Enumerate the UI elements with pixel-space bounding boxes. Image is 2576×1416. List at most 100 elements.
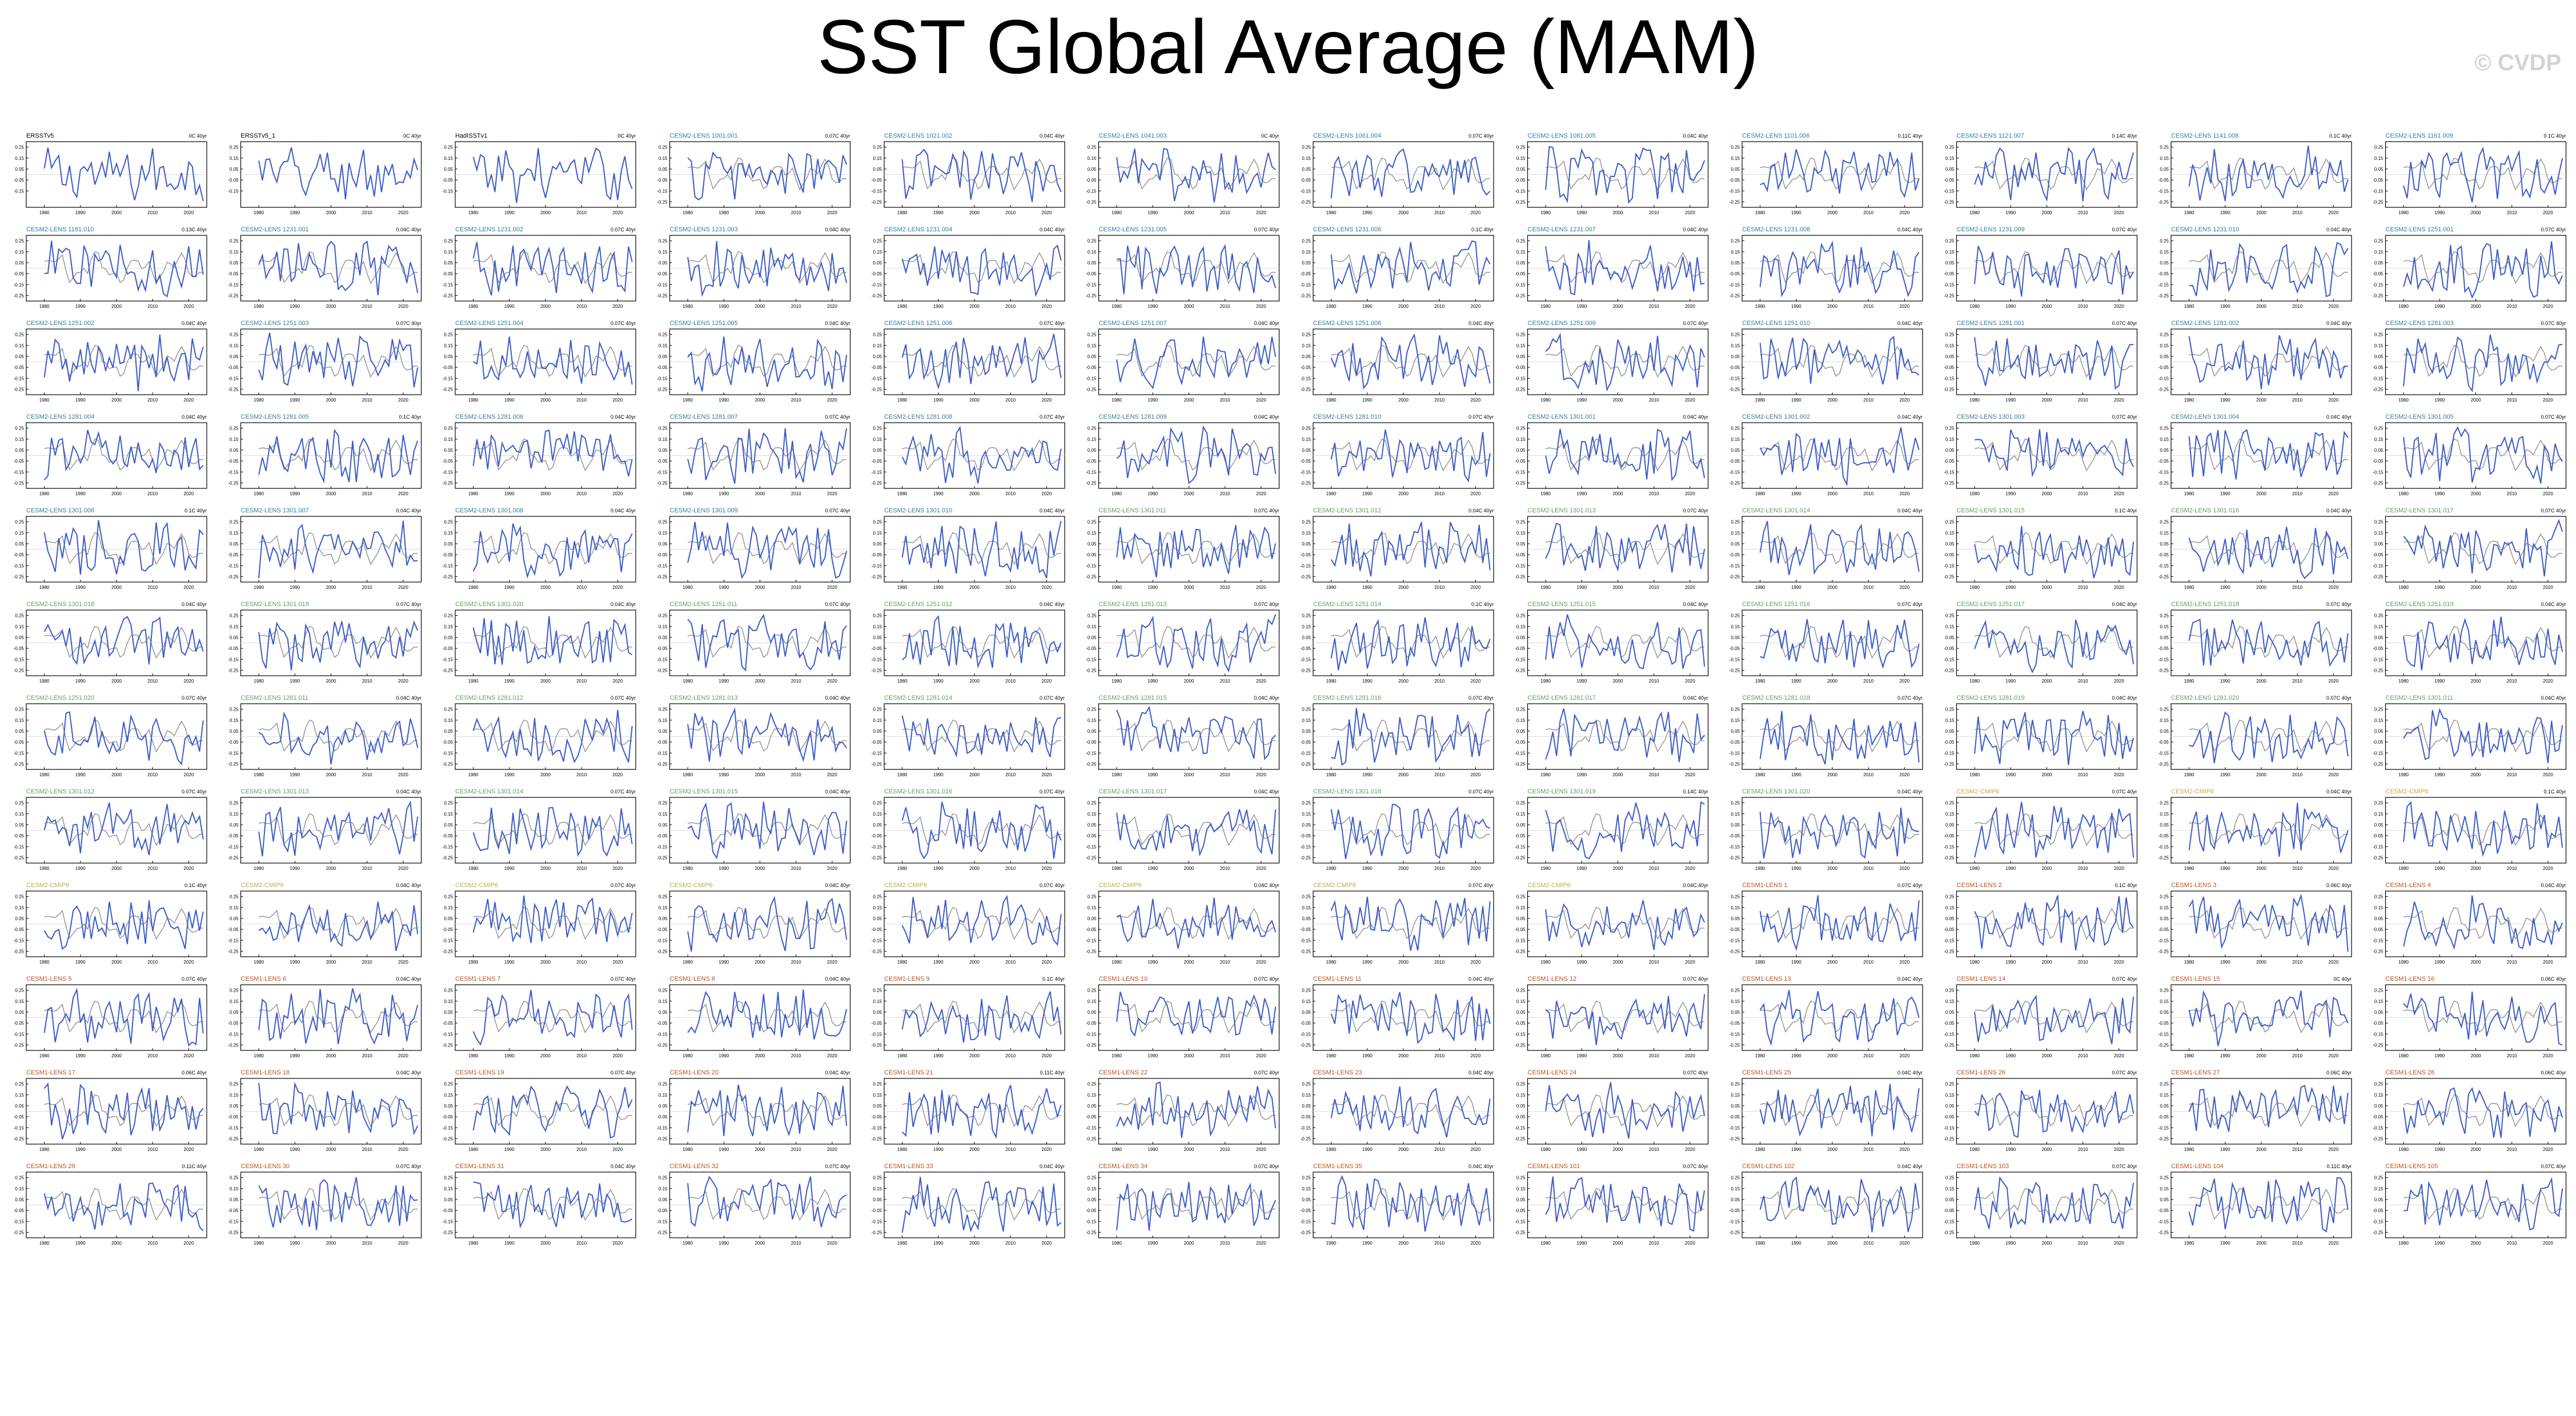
x-tick-label: 2020 — [2329, 772, 2339, 777]
y-tick-label: 0.15 — [659, 905, 668, 910]
panel: CESM1-LENS 105 0.07C 40yr0.250.150.05-0.0… — [2373, 1163, 2567, 1246]
ensemble-mean-line — [1760, 1000, 1919, 1034]
x-tick-label: 1990 — [1147, 1147, 1158, 1152]
x-tick-label: 2020 — [1256, 304, 1266, 309]
panel-trend-label: 0.04C 40yr — [825, 227, 850, 232]
y-tick-label: 0.25 — [659, 613, 668, 619]
y-tick-label: -0.05 — [872, 740, 882, 745]
x-tick-label: 2020 — [2114, 210, 2124, 215]
panel: CESM1-LENS 17 0.06C 40yr0.250.150.05-0.05… — [14, 1069, 207, 1152]
x-tick-label: 1980 — [683, 304, 693, 309]
x-tick-label: 2020 — [1256, 960, 1266, 965]
x-tick-label: 2010 — [2507, 398, 2517, 403]
y-tick-label: 0.05 — [1516, 1197, 1526, 1202]
y-tick-label: -0.25 — [1730, 199, 1740, 204]
x-tick-label: 2000 — [1827, 398, 1837, 403]
panel: CESM2-LENS 1301.014 0.04C 40yr0.250.150.0… — [1730, 507, 1923, 590]
x-tick-label: 1980 — [1540, 1147, 1551, 1152]
x-tick-label: 1980 — [1326, 304, 1337, 309]
x-tick-label: 2000 — [326, 585, 336, 590]
panel: CESM2-CMIP6 0.07C 40yr0.250.150.05-0.05-0… — [872, 882, 1065, 965]
x-tick-label: 2020 — [2543, 210, 2553, 215]
y-tick-label: 0.05 — [1302, 1104, 1311, 1109]
x-tick-label: 2000 — [111, 679, 122, 684]
y-tick-label: -0.15 — [2373, 1125, 2384, 1130]
ensemble-mean-line — [687, 813, 847, 847]
x-tick-label: 1980 — [468, 679, 479, 684]
y-tick-label: -0.25 — [2158, 855, 2169, 860]
y-tick-label: -0.05 — [872, 459, 882, 464]
y-tick-label: 0.05 — [15, 1104, 24, 1109]
y-tick-label: -0.05 — [1301, 271, 1311, 276]
y-tick-label: 0.25 — [15, 1082, 24, 1087]
y-tick-label: -0.05 — [657, 1208, 668, 1213]
panel: CESM2-LENS 1231.003 0.04C 40yr0.250.150.0… — [657, 226, 851, 309]
panel-trend-label: 0.04C 40yr — [825, 1070, 850, 1076]
x-tick-label: 2010 — [576, 398, 587, 403]
panel-title: ERSSTv5_1 — [241, 133, 276, 139]
ensemble-mean-line — [2403, 438, 2563, 472]
x-tick-label: 1980 — [39, 585, 50, 590]
y-tick-label: 0.25 — [444, 707, 453, 712]
y-tick-label: -0.25 — [657, 199, 668, 204]
panel-trend-label: 0.04C 40yr — [611, 1164, 636, 1169]
y-tick-label: -0.05 — [1730, 178, 1740, 183]
panel-title: CESM2-LENS 1281.008 — [884, 414, 952, 420]
y-tick-label: 0.25 — [444, 332, 453, 338]
y-tick-label: -0.05 — [1301, 927, 1311, 932]
member-series-line — [2403, 895, 2563, 950]
panel-trend-label: 0.07C 40yr — [1897, 601, 1923, 607]
member-series-line — [687, 151, 848, 200]
x-tick-label: 2000 — [1398, 679, 1409, 684]
y-tick-label: -0.15 — [1086, 657, 1097, 662]
panel: CESM2-LENS 1281.008 0.07C 40yr0.250.150.0… — [872, 414, 1065, 496]
x-tick-label: 2010 — [2507, 1241, 2517, 1246]
x-tick-label: 2000 — [2256, 1053, 2266, 1058]
y-tick-label: -0.05 — [1301, 1208, 1311, 1213]
y-tick-label: 0.15 — [1731, 1186, 1740, 1192]
x-tick-label: 2020 — [184, 304, 194, 309]
x-tick-label: 2010 — [1649, 1147, 1659, 1152]
panel-trend-label: 0C 40yr — [1261, 133, 1279, 139]
y-tick-label: 0.25 — [1945, 988, 1955, 993]
x-tick-label: 1990 — [2005, 1053, 2016, 1058]
y-tick-label: 0.25 — [1302, 426, 1311, 431]
panel-trend-label: 0.04C 40yr — [1897, 227, 1923, 232]
panel-title: CESM2-LENS 1301.008 — [455, 507, 523, 514]
y-tick-label: 0.05 — [659, 448, 668, 453]
x-tick-label: 1980 — [897, 398, 908, 403]
y-tick-label: -0.15 — [2158, 751, 2169, 756]
y-tick-label: -0.05 — [2373, 178, 2384, 183]
y-tick-label: -0.15 — [657, 563, 668, 568]
y-tick-label: 0.15 — [1516, 343, 1526, 348]
x-tick-label: 2000 — [2042, 772, 2052, 777]
member-series-line — [1330, 896, 1491, 951]
x-tick-label: 2000 — [1827, 960, 1837, 965]
y-tick-label: 0.05 — [2374, 1197, 2384, 1202]
y-tick-label: -0.25 — [2373, 668, 2384, 673]
y-tick-label: -0.15 — [2158, 1032, 2169, 1037]
x-tick-label: 2010 — [147, 491, 158, 496]
x-tick-label: 1980 — [1755, 304, 1766, 309]
panel: CESM2-LENS 1281.018 0.07C 40yr0.250.150.0… — [1730, 695, 1923, 777]
panel-trend-label: 0.07C 40yr — [825, 414, 850, 420]
y-tick-label: -0.25 — [1086, 387, 1097, 392]
y-tick-label: 0.05 — [873, 729, 882, 734]
x-tick-label: 2000 — [540, 679, 551, 684]
x-tick-label: 1990 — [2434, 1147, 2445, 1152]
x-tick-label: 2020 — [2543, 960, 2553, 965]
y-tick-label: -0.25 — [1301, 1136, 1311, 1141]
panel: CESM2-LENS 1251.017 0.04C 40yr0.250.150.0… — [1944, 601, 2138, 684]
y-tick-label: 0.15 — [873, 812, 882, 817]
panel-title: CESM1-LENS 12 — [1528, 976, 1577, 982]
y-tick-label: -0.15 — [1301, 1032, 1311, 1037]
y-tick-label: -0.15 — [1944, 1219, 1955, 1224]
y-tick-label: -0.15 — [443, 938, 454, 943]
y-tick-label: 0.25 — [1516, 426, 1526, 431]
y-tick-label: 0.05 — [230, 1197, 239, 1202]
ensemble-mean-line — [2189, 532, 2348, 565]
panel-title: CESM2-LENS 1251.014 — [1313, 601, 1381, 608]
y-tick-label: 0.05 — [1302, 167, 1311, 172]
ensemble-mean-line — [2403, 906, 2563, 940]
x-tick-label: 1980 — [1755, 772, 1766, 777]
